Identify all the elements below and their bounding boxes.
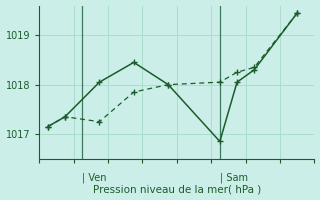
X-axis label: Pression niveau de la mer( hPa ): Pression niveau de la mer( hPa ) [93, 184, 261, 194]
Text: | Sam: | Sam [220, 173, 248, 183]
Text: | Ven: | Ven [82, 173, 107, 183]
